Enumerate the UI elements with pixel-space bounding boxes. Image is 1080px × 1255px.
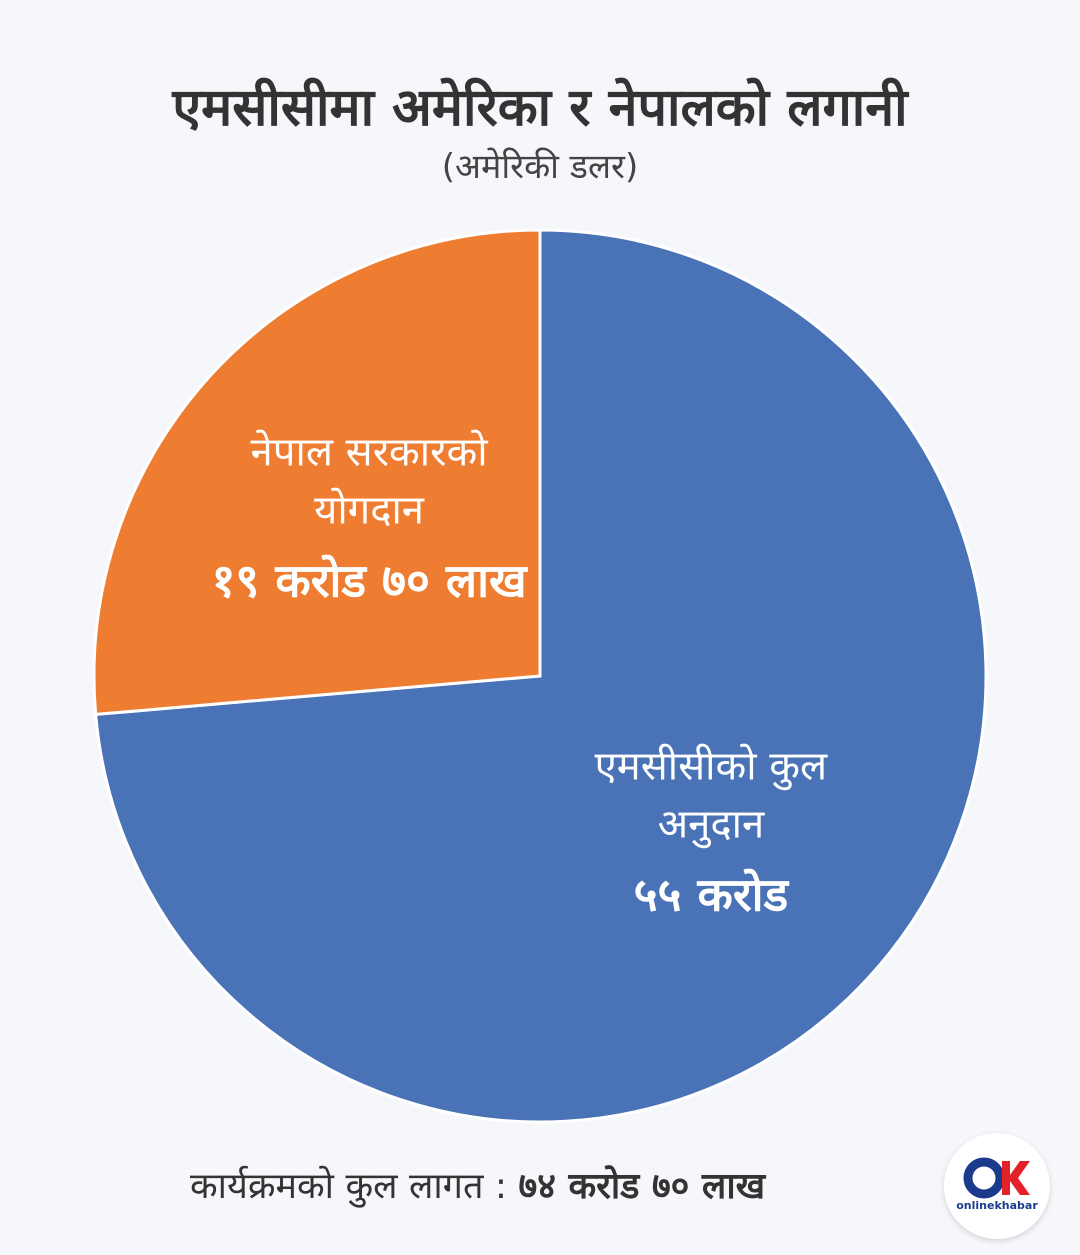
slice-value: १९ करोड ७० लाख: [211, 553, 527, 608]
logo-text: onlinekhabar: [956, 1199, 1038, 1212]
logo-icon: [963, 1157, 1030, 1199]
slice-label: नेपाल सरकारको योगदान १९ करोड ७० लाख: [204, 424, 534, 615]
slice-name: एमसीसीको कुल अनुदान: [594, 743, 828, 848]
slice-value: ५५ करोड: [633, 867, 789, 922]
chart-subtitle: (अमेरिकी डलर): [441, 147, 639, 187]
footer: कार्यक्रमको कुल लागत : ७४ करोड ७० लाख: [190, 1160, 765, 1209]
footer-label: कार्यक्रमको कुल लागत :: [190, 1166, 508, 1207]
logo: onlinekhabar: [944, 1133, 1050, 1239]
pie-slice: [92, 228, 542, 717]
chart-title: एमसीसीमा अमेरिका र नेपालको लगानी: [172, 78, 908, 138]
footer-value: ७४ करोड ७० लाख: [518, 1166, 766, 1207]
slice-name: नेपाल सरकारको योगदान: [250, 429, 488, 534]
slice-label: एमसीसीको कुल अनुदान ५५ करोड: [581, 737, 841, 928]
